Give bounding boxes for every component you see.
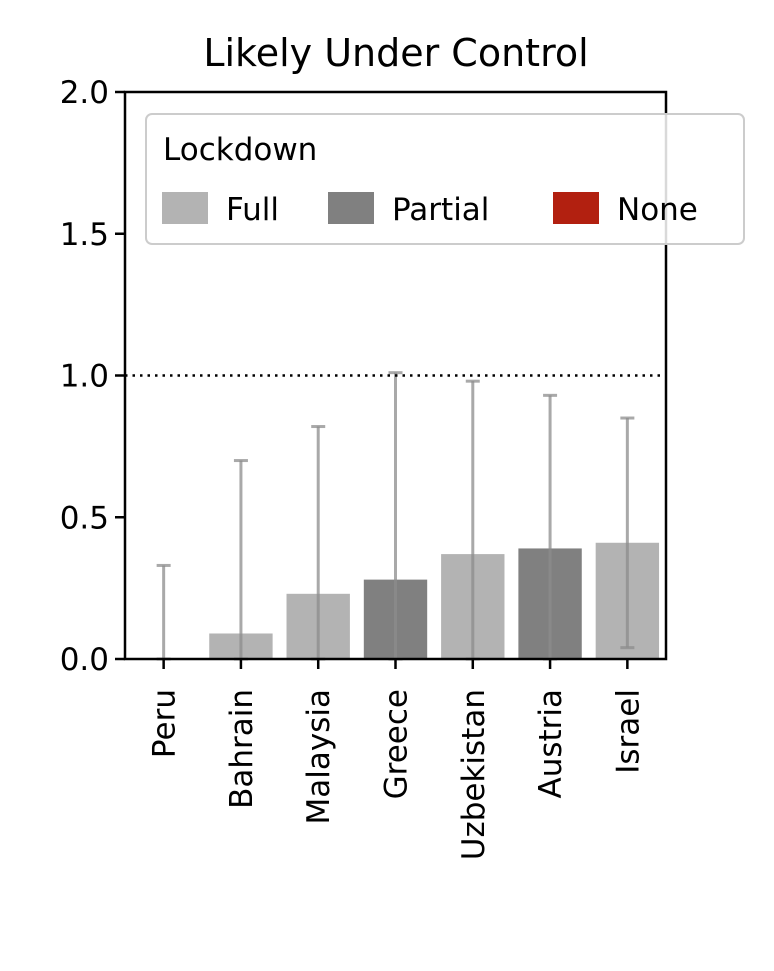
error-bar-israel (620, 416, 635, 650)
error-bar-bahrain (233, 459, 248, 661)
x-tick-label-israel: Israel (610, 689, 646, 774)
x-tick-label-austria: Austria (533, 689, 569, 799)
error-bar-peru (156, 563, 171, 661)
legend-swatch-none (553, 192, 599, 224)
legend-label-full: Full (226, 192, 279, 228)
y-tick-label: 0.0 (60, 642, 109, 678)
y-tick-label: 2.0 (60, 75, 109, 111)
legend-swatch-partial (328, 192, 374, 224)
x-tick-label-peru: Peru (147, 689, 183, 758)
legend-label-partial: Partial (392, 192, 489, 228)
x-tick-label-greece: Greece (379, 689, 415, 799)
x-tick-label-bahrain: Bahrain (224, 689, 260, 809)
chart-title: Likely Under Control (203, 31, 588, 75)
y-tick-label: 1.5 (60, 217, 109, 253)
y-tick-label: 1.0 (60, 359, 109, 395)
legend-swatch-full (162, 192, 208, 224)
legend-label-none: None (617, 192, 698, 228)
legend-title: Lockdown (163, 132, 317, 168)
plot-area: 0.0 0.5 1.0 1.5 2.0 Peru Bahrain Malaysia Greece… (60, 75, 668, 860)
legend: Lockdown Full Partial None (145, 113, 745, 245)
x-tick-label-malaysia: Malaysia (301, 689, 337, 824)
x-tick-label-uzbekistan: Uzbekistan (456, 689, 492, 860)
y-tick-label: 0.5 (60, 500, 109, 536)
